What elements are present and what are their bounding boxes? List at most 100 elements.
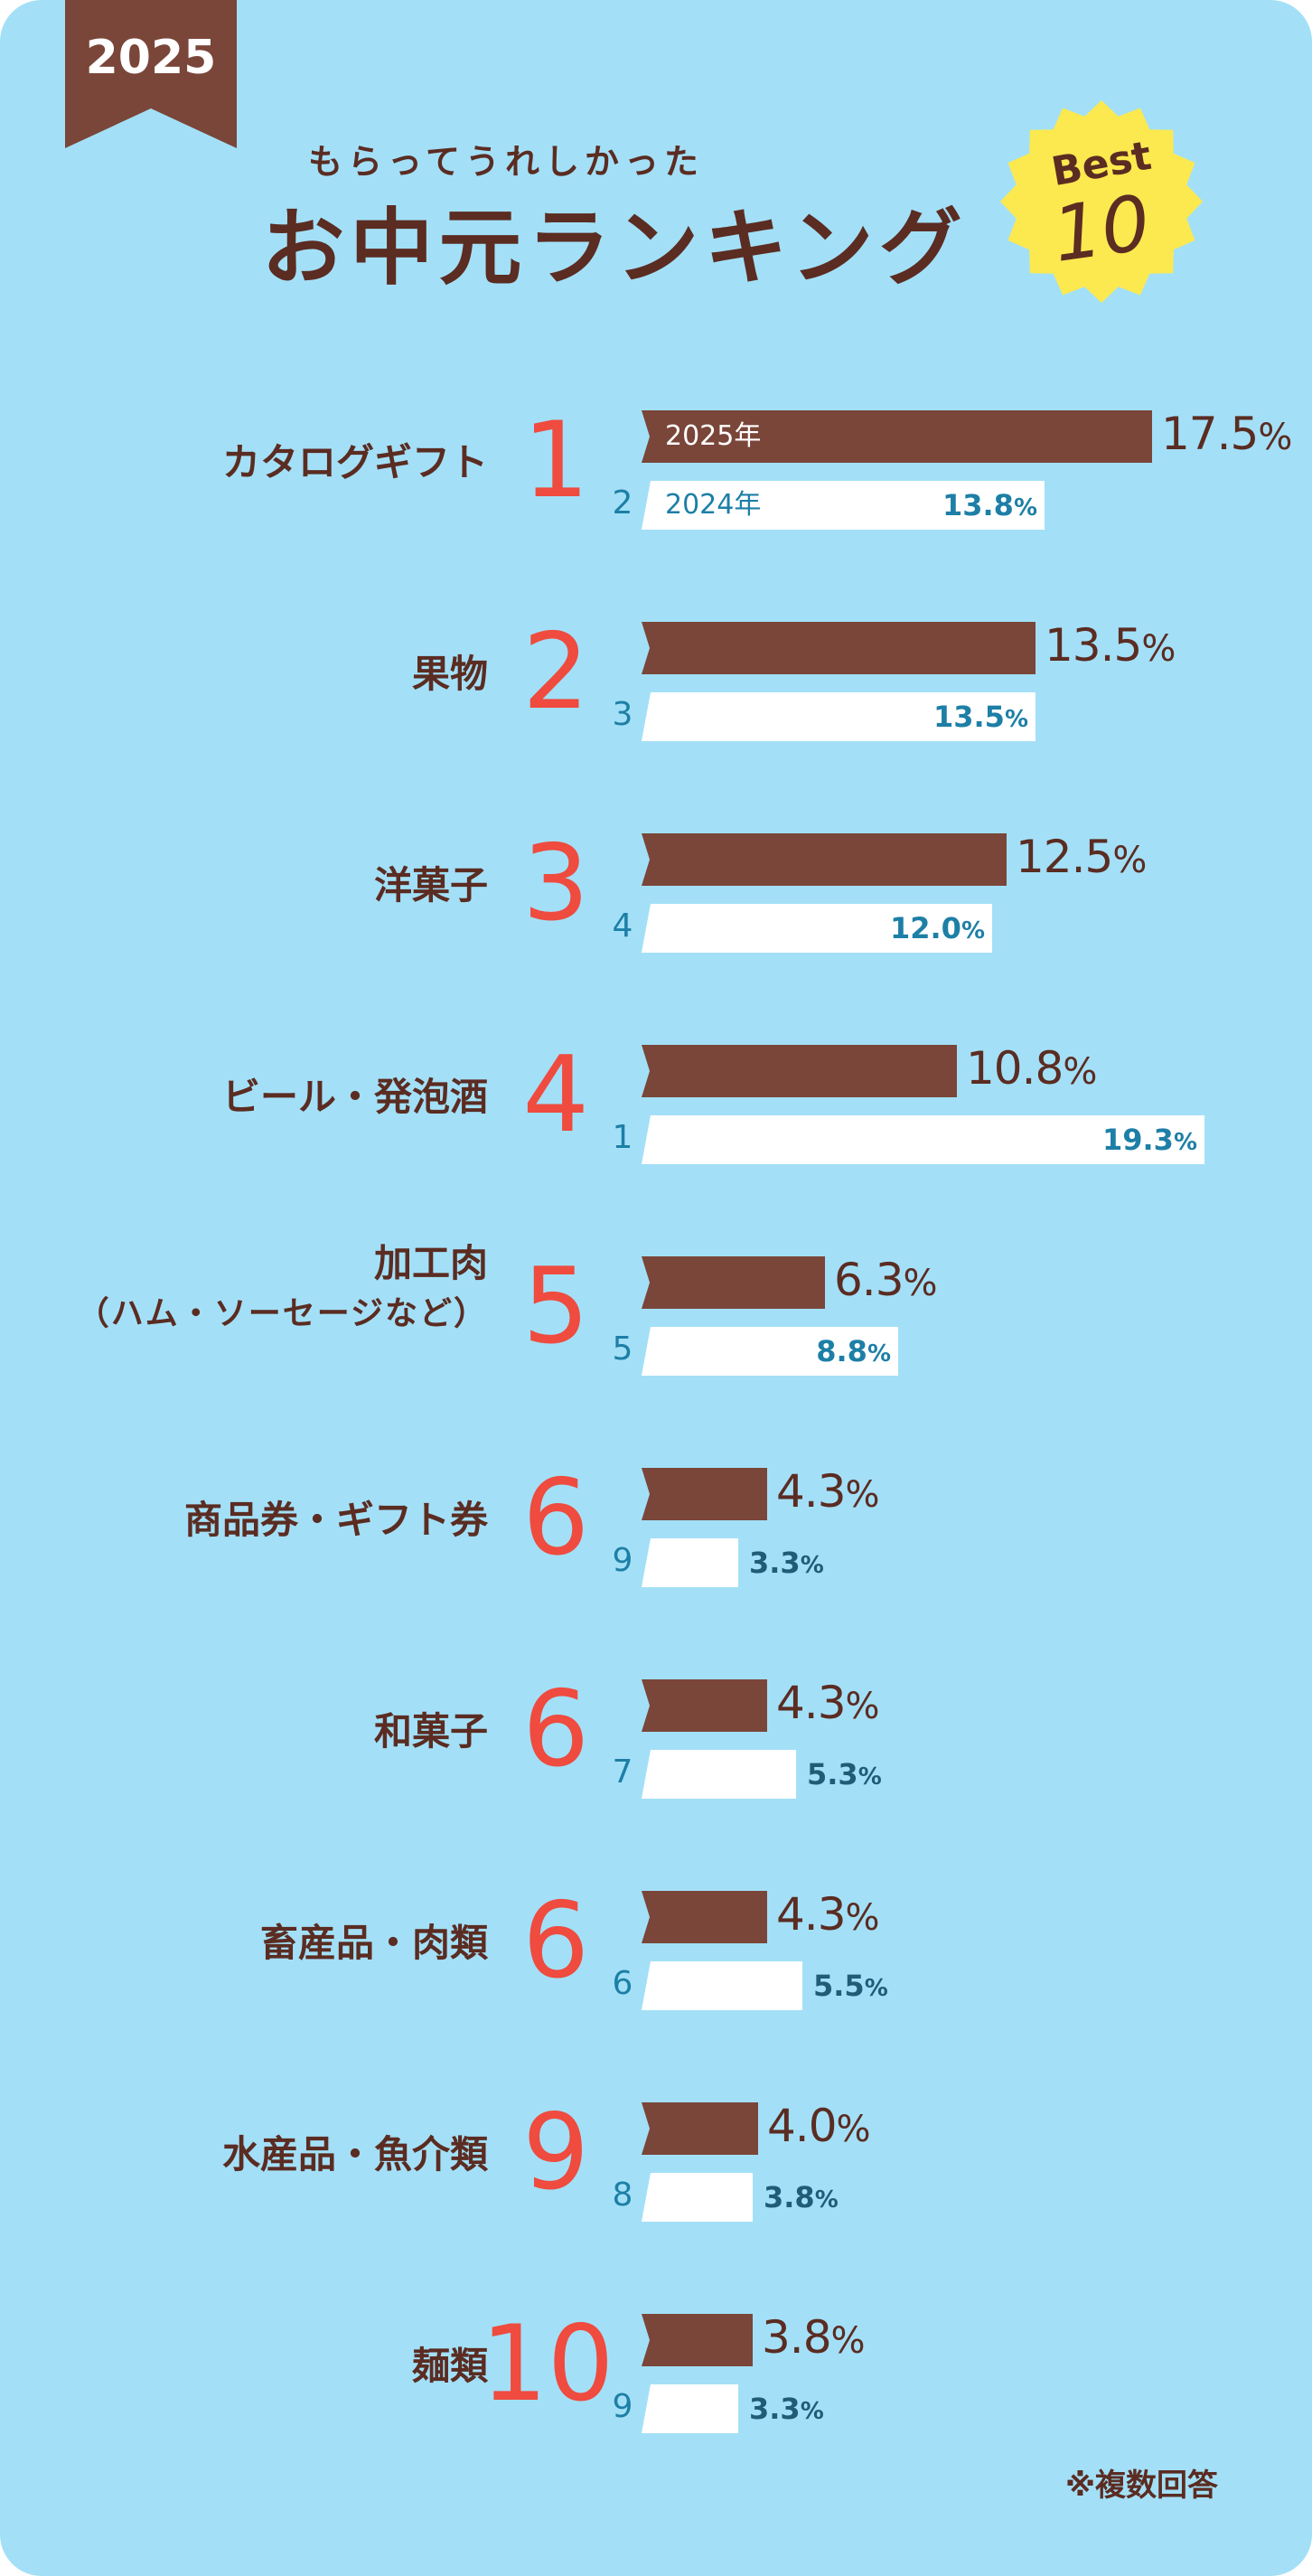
rank-number: 5 — [522, 1246, 589, 1368]
previous-rank: 9 — [612, 2388, 633, 2425]
value-2024-label: 5.3% — [807, 1757, 882, 1791]
value-2025-label: 4.3% — [776, 1677, 880, 1729]
rank-number: 9 — [522, 2092, 589, 2214]
bar-2024: 2024年 — [642, 481, 1045, 530]
value-2025-label: 13.5% — [1045, 619, 1176, 672]
percent-symbol: % — [800, 1552, 824, 1579]
bar-2024 — [642, 1961, 802, 2010]
category-label: 水産品・魚介類 — [221, 2132, 488, 2176]
value-2025-label: 10.8% — [966, 1042, 1097, 1095]
ranking-row: カタログギフト 1 2025年 17.5% 2 2024年 13.8% — [0, 398, 1312, 560]
value-2024-label: 3.8% — [764, 2180, 839, 2214]
bar-2024 — [642, 2173, 753, 2222]
rank-number: 3 — [522, 823, 589, 945]
category-label: 和菓子 — [373, 1709, 488, 1753]
category-label: ビール・発泡酒 — [221, 1075, 488, 1119]
percent-symbol: % — [1004, 706, 1028, 733]
rank-number: 4 — [522, 1034, 589, 1156]
page-title: お中元ランキング — [261, 200, 968, 296]
bar-2025 — [642, 833, 1007, 886]
bar-2024 — [642, 1750, 796, 1799]
previous-rank: 1 — [612, 1119, 633, 1156]
value-2025-label: 3.8% — [762, 2311, 866, 2364]
category-label: 商品券・ギフト券 — [183, 1498, 488, 1542]
bar-2024 — [642, 1115, 1204, 1164]
ranking-row: 水産品・魚介類 9 4.0% 8 3.8% — [0, 2090, 1312, 2252]
percent-symbol: % — [836, 2109, 871, 2150]
bar-2025: 2025年 — [642, 410, 1152, 463]
ranking-row: 麺類 10 3.8% 9 3.3% — [0, 2301, 1312, 2464]
category-label: 加工肉 （ハム・ソーセージなど） — [0, 1238, 488, 1340]
value-2024-label: 13.8% — [942, 488, 1037, 522]
bar-2025 — [642, 1045, 957, 1097]
bar-2024 — [642, 1327, 898, 1376]
percent-symbol: % — [830, 2320, 866, 2362]
bar-2025 — [642, 2314, 753, 2366]
percent-symbol: % — [1013, 494, 1037, 522]
value-2024-label: 12.0% — [889, 911, 985, 945]
legend-2025-label: 2025年 — [665, 420, 762, 452]
bar-2025 — [642, 2102, 758, 2155]
year-label: 2025 — [85, 31, 217, 85]
previous-rank: 7 — [612, 1753, 633, 1791]
previous-rank: 4 — [612, 907, 633, 945]
rank-number: 2 — [522, 611, 589, 733]
bar-2024 — [642, 1538, 738, 1587]
previous-rank: 3 — [612, 696, 633, 733]
percent-symbol: % — [800, 2398, 824, 2425]
bar-2024 — [642, 2384, 738, 2433]
ranking-row: 和菓子 6 4.3% 7 5.3% — [0, 1667, 1312, 1829]
percent-symbol: % — [903, 1263, 938, 1304]
previous-rank: 8 — [612, 2176, 633, 2214]
value-2024-label: 3.3% — [749, 2392, 824, 2426]
percent-symbol: % — [961, 917, 985, 945]
legend-2024-label: 2024年 — [665, 489, 762, 521]
year-ribbon: 2025 — [65, 0, 237, 148]
value-2024-label: 19.3% — [1101, 1123, 1197, 1157]
percent-symbol: % — [1173, 1129, 1197, 1156]
value-2024-label: 3.3% — [749, 1546, 824, 1580]
value-2025-label: 4.0% — [767, 2100, 871, 2152]
page-subtitle: もらってうれしかった — [307, 142, 705, 182]
best10-badge: Best 10 — [998, 98, 1205, 306]
percent-symbol: % — [864, 1975, 888, 2002]
ranking-row: 洋菓子 3 12.5% 4 12.0% — [0, 821, 1312, 983]
percent-symbol: % — [857, 1763, 882, 1791]
category-main: 加工肉 — [373, 1241, 488, 1285]
ranking-row: 果物 2 13.5% 3 13.5% — [0, 609, 1312, 772]
percent-symbol: % — [814, 2186, 839, 2214]
percent-symbol: % — [845, 1474, 880, 1516]
rank-number: 6 — [522, 1669, 589, 1791]
previous-rank: 6 — [612, 1965, 633, 2002]
starburst-icon — [1000, 100, 1203, 303]
category-label: カタログギフト — [221, 440, 488, 484]
bar-2025 — [642, 1468, 767, 1520]
previous-rank: 2 — [612, 484, 633, 522]
rank-number: 10 — [481, 2303, 614, 2425]
rank-number: 6 — [522, 1457, 589, 1579]
bar-2025 — [642, 1256, 825, 1309]
category-label: 畜産品・肉類 — [259, 1921, 488, 1965]
percent-symbol: % — [867, 1340, 891, 1368]
value-2024-label: 13.5% — [932, 700, 1028, 734]
bar-2025 — [642, 1891, 767, 1943]
bar-2024 — [642, 904, 992, 953]
percent-symbol: % — [1112, 840, 1147, 881]
footnote: ※複数回答 — [1064, 2468, 1218, 2504]
ribbon-shape — [65, 0, 237, 148]
value-2024-label: 5.5% — [813, 1969, 888, 2003]
category-label: 果物 — [411, 652, 488, 696]
bar-2025 — [642, 1679, 767, 1732]
percent-symbol: % — [845, 1686, 880, 1727]
rank-number: 6 — [522, 1880, 589, 2002]
value-2024-label: 8.8% — [816, 1334, 891, 1368]
rank-number: 1 — [522, 400, 589, 522]
ranking-row: 加工肉 （ハム・ソーセージなど） 5 6.3% 5 8.8% — [0, 1241, 1312, 1406]
bar-2024 — [642, 692, 1036, 741]
value-2025-label: 12.5% — [1016, 831, 1147, 883]
category-label: 麺類 — [411, 2344, 488, 2388]
value-2025-label: 4.3% — [776, 1888, 880, 1941]
ranking-row: ビール・発泡酒 4 10.8% 1 19.3% — [0, 1032, 1312, 1195]
ranking-row: 畜産品・肉類 6 4.3% 6 5.5% — [0, 1878, 1312, 2041]
